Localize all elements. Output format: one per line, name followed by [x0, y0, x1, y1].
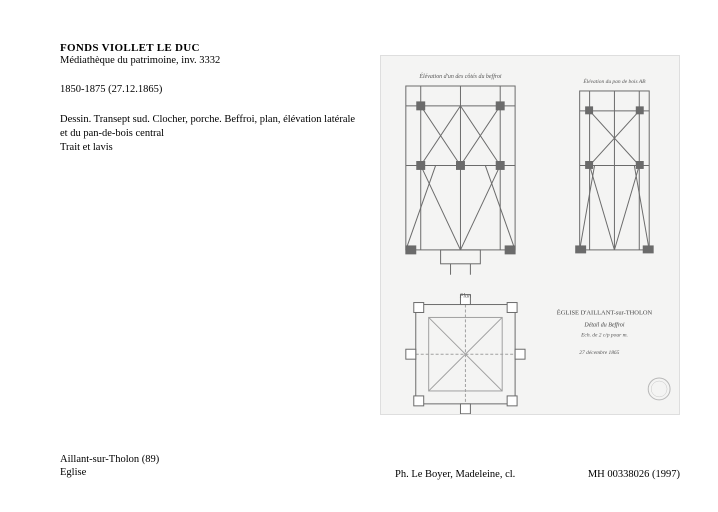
description: Dessin. Transept sud. Clocher, porche. B… — [60, 113, 400, 156]
drawing-caption-sub: Détail du Beffroi — [583, 321, 624, 328]
building: Eglise — [60, 466, 159, 480]
header-block: FONDS VIOLLET LE DUC Médiathèque du patr… — [60, 42, 400, 156]
description-line: et du pan-de-bois central — [60, 127, 400, 141]
collection-title: FONDS VIOLLET LE DUC — [60, 42, 400, 54]
description-line: Dessin. Transept sud. Clocher, porche. B… — [60, 113, 400, 127]
location: Aillant-sur-Tholon (89) — [60, 453, 159, 467]
drawing-caption-title: ÉGLISE D'AILLANT-sur-THOLON — [557, 308, 653, 316]
inventory-line: Médiathèque du patrimoine, inv. 3332 — [60, 55, 400, 66]
footer-reference: MH 00338026 (1997) — [588, 469, 680, 480]
drawing-caption-sig: 27 décembre 1865 — [579, 350, 619, 356]
elevation-left-label: Élévation d'un des côtés du beffroi — [418, 72, 502, 80]
drawing-caption-scale: Ech. de 2 c/p pour m. — [580, 332, 628, 338]
footer-photographer: Ph. Le Boyer, Madeleine, cl. — [395, 469, 515, 480]
description-line: Trait et lavis — [60, 141, 400, 155]
plan-label: Plan — [459, 294, 471, 300]
drawing-svg: Élévation d'un des côtés du beffroi Élév… — [381, 56, 679, 414]
elevation-right-label: Élévation du pan de bois AB — [582, 77, 646, 85]
date-range: 1850-1875 (27.12.1865) — [60, 84, 400, 95]
architectural-drawing: Élévation d'un des côtés du beffroi Élév… — [380, 55, 680, 415]
footer-location-block: Aillant-sur-Tholon (89) Eglise — [60, 453, 159, 480]
archival-record-page: FONDS VIOLLET LE DUC Médiathèque du patr… — [0, 0, 718, 512]
